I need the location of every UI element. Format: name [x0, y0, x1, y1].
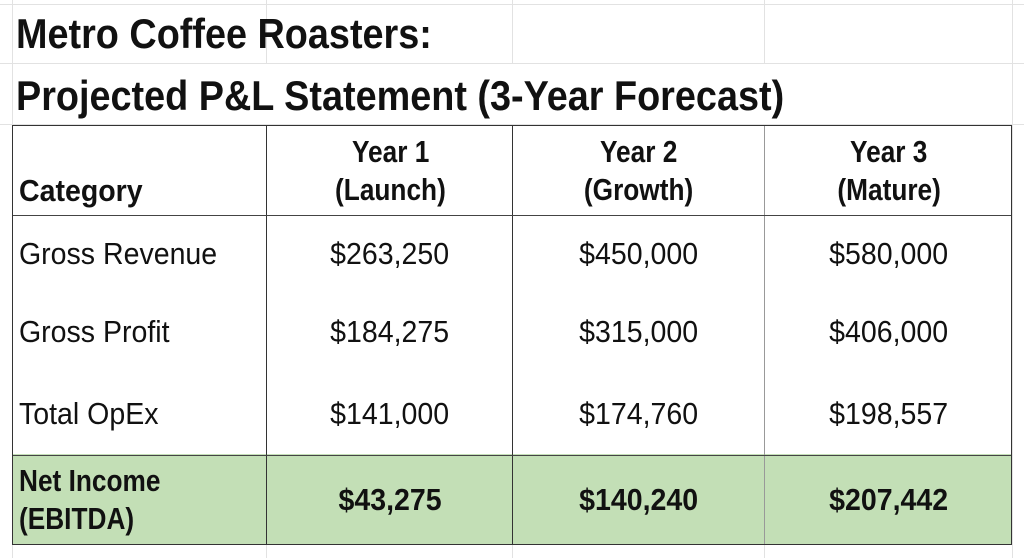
net-income-year-2[interactable]: $140,240 [579, 482, 699, 517]
row-label[interactable]: Total OpEx [19, 396, 159, 431]
pl-table: Category Year 1 (Launch) Year 2 (Growth) Y… [12, 125, 1012, 545]
row-border [13, 215, 1011, 216]
row-label[interactable]: Gross Profit [19, 314, 170, 349]
value-cell[interactable]: $450,000 [579, 236, 699, 271]
value-cell[interactable]: $315,000 [579, 314, 699, 349]
gridline [0, 4, 1024, 5]
gridline [1012, 0, 1013, 558]
column-border [764, 126, 765, 544]
sheet-title: Metro Coffee Roasters: [16, 10, 432, 57]
header-year-1[interactable]: Year 1 (Launch) [267, 126, 513, 216]
header-year-2[interactable]: Year 2 (Growth) [513, 126, 765, 216]
header-line: Year 1 [351, 134, 429, 169]
value-cell[interactable]: $174,760 [579, 396, 699, 431]
header-line: Year 2 [600, 134, 678, 169]
header-line: (Growth) [584, 172, 694, 207]
row-label[interactable]: Gross Revenue [19, 236, 218, 271]
value-cell[interactable]: $406,000 [829, 314, 949, 349]
net-income-year-3[interactable]: $207,442 [829, 482, 949, 517]
gridline [0, 63, 1024, 64]
header-year-3[interactable]: Year 3 (Mature) [765, 126, 1013, 216]
header-line: (Launch) [334, 172, 446, 207]
sheet-subtitle: Projected P&L Statement (3-Year Forecast… [16, 72, 785, 119]
value-cell[interactable]: $580,000 [829, 236, 949, 271]
header-line: (Mature) [837, 172, 941, 207]
column-border [512, 126, 513, 544]
column-border [266, 126, 267, 544]
net-income-year-1[interactable]: $43,275 [338, 482, 442, 517]
merged-title-cell[interactable] [13, 64, 1011, 124]
row-border [13, 455, 1011, 456]
gridline [0, 124, 1024, 125]
header-category[interactable]: Category [19, 173, 143, 208]
header-line: Year 3 [850, 134, 928, 169]
value-cell[interactable]: $141,000 [330, 396, 450, 431]
value-cell[interactable]: $198,557 [829, 396, 949, 431]
value-cell[interactable]: $184,275 [330, 314, 450, 349]
value-cell[interactable]: $263,250 [330, 236, 450, 271]
row-label-net-income[interactable]: Net Income (EBITDA) [19, 463, 161, 536]
